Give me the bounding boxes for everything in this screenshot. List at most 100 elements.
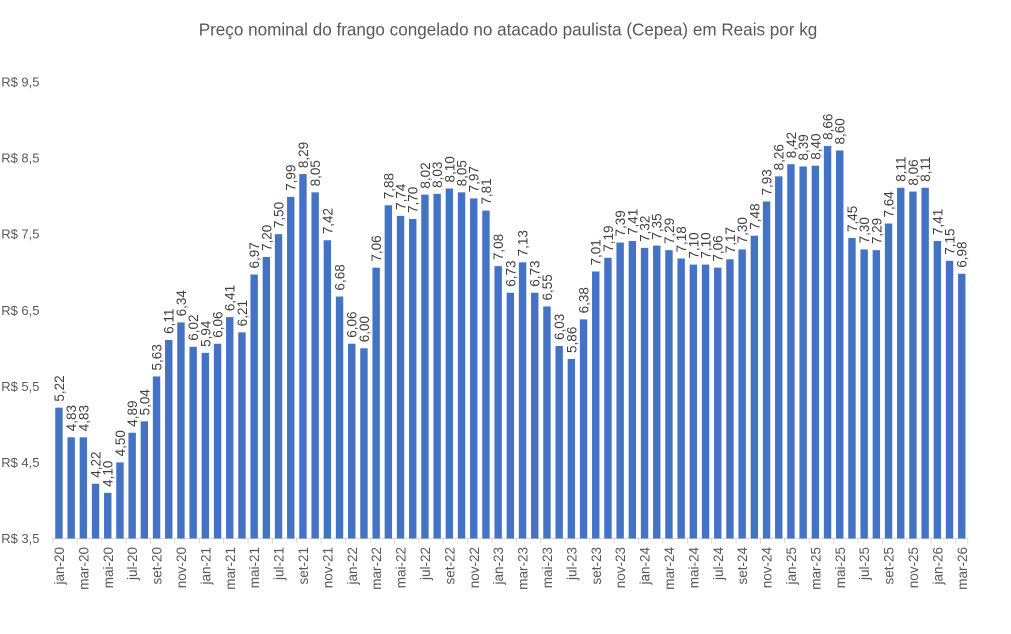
svg-text:7,29: 7,29 xyxy=(869,218,884,244)
svg-text:7,97: 7,97 xyxy=(467,166,482,192)
svg-text:8,26: 8,26 xyxy=(772,144,787,170)
svg-text:7,18: 7,18 xyxy=(674,226,689,252)
svg-text:jul-20: jul-20 xyxy=(125,547,140,581)
svg-text:6,73: 6,73 xyxy=(528,260,543,286)
svg-text:5,86: 5,86 xyxy=(564,327,579,353)
svg-text:4,83: 4,83 xyxy=(76,405,91,431)
svg-text:7,42: 7,42 xyxy=(320,208,335,234)
svg-text:nov-24: nov-24 xyxy=(760,547,775,589)
svg-text:set-20: set-20 xyxy=(150,547,165,585)
svg-text:R$ 7,5: R$ 7,5 xyxy=(1,227,39,242)
svg-text:jan-21: jan-21 xyxy=(198,547,213,586)
svg-text:7,81: 7,81 xyxy=(479,178,494,204)
svg-text:7,30: 7,30 xyxy=(857,217,872,243)
svg-text:6,03: 6,03 xyxy=(552,314,567,340)
svg-text:4,83: 4,83 xyxy=(64,405,79,431)
svg-text:6,06: 6,06 xyxy=(210,311,225,337)
svg-text:mar-23: mar-23 xyxy=(516,547,531,590)
svg-text:6,11: 6,11 xyxy=(162,309,177,334)
svg-text:nov-21: nov-21 xyxy=(320,547,335,588)
svg-text:7,29: 7,29 xyxy=(662,218,677,244)
svg-text:nov-25: nov-25 xyxy=(906,547,921,588)
svg-text:5,94: 5,94 xyxy=(198,320,213,347)
svg-text:6,98: 6,98 xyxy=(955,241,970,267)
svg-text:R$ 6,5: R$ 6,5 xyxy=(1,303,39,318)
svg-text:6,02: 6,02 xyxy=(186,314,201,340)
svg-text:jul-22: jul-22 xyxy=(418,547,433,581)
svg-text:mar-24: mar-24 xyxy=(662,547,677,590)
svg-text:8,03: 8,03 xyxy=(430,162,445,188)
svg-text:7,19: 7,19 xyxy=(601,225,616,251)
svg-text:7,41: 7,41 xyxy=(930,209,945,235)
svg-text:mai-23: mai-23 xyxy=(540,547,555,588)
svg-text:mai-20: mai-20 xyxy=(101,547,116,588)
svg-text:R$ 5,5: R$ 5,5 xyxy=(1,379,39,394)
svg-text:5,04: 5,04 xyxy=(137,389,152,416)
svg-text:jan-20: jan-20 xyxy=(52,547,67,586)
svg-text:jan-25: jan-25 xyxy=(784,547,799,586)
svg-text:6,06: 6,06 xyxy=(345,311,360,337)
svg-text:7,64: 7,64 xyxy=(881,191,896,218)
svg-text:7,10: 7,10 xyxy=(698,232,713,258)
svg-text:7,20: 7,20 xyxy=(259,225,274,251)
svg-text:6,38: 6,38 xyxy=(576,287,591,313)
svg-text:set-22: set-22 xyxy=(442,547,457,585)
svg-text:7,10: 7,10 xyxy=(686,232,701,258)
svg-text:8,29: 8,29 xyxy=(296,142,311,168)
svg-text:8,40: 8,40 xyxy=(808,133,823,159)
svg-text:7,35: 7,35 xyxy=(650,213,665,239)
svg-text:8,42: 8,42 xyxy=(784,132,799,158)
svg-text:7,45: 7,45 xyxy=(845,206,860,232)
svg-text:7,88: 7,88 xyxy=(381,173,396,199)
svg-text:4,89: 4,89 xyxy=(125,400,140,426)
svg-text:7,06: 7,06 xyxy=(369,235,384,261)
svg-text:mai-21: mai-21 xyxy=(247,547,262,588)
svg-text:6,97: 6,97 xyxy=(247,242,262,268)
svg-text:nov-20: nov-20 xyxy=(174,547,189,588)
svg-text:8,66: 8,66 xyxy=(820,114,835,140)
svg-text:set-23: set-23 xyxy=(589,547,604,585)
svg-text:4,22: 4,22 xyxy=(88,451,103,477)
svg-text:jul-25: jul-25 xyxy=(857,547,872,581)
svg-text:8,05: 8,05 xyxy=(454,160,469,186)
svg-text:jan-24: jan-24 xyxy=(638,547,653,586)
svg-text:R$ 4,5: R$ 4,5 xyxy=(1,455,39,470)
svg-text:5,22: 5,22 xyxy=(52,375,67,401)
svg-text:R$ 9,5: R$ 9,5 xyxy=(1,75,39,90)
svg-text:7,93: 7,93 xyxy=(759,169,774,195)
svg-text:7,30: 7,30 xyxy=(735,217,750,243)
svg-text:mai-24: mai-24 xyxy=(686,547,701,589)
svg-text:7,32: 7,32 xyxy=(637,216,652,242)
svg-text:6,73: 6,73 xyxy=(503,260,518,286)
svg-text:4,10: 4,10 xyxy=(101,461,116,487)
svg-text:mai-25: mai-25 xyxy=(833,547,848,588)
svg-text:set-21: set-21 xyxy=(296,547,311,585)
svg-text:6,41: 6,41 xyxy=(223,285,238,311)
svg-text:8,05: 8,05 xyxy=(308,160,323,186)
svg-text:7,01: 7,01 xyxy=(589,239,604,265)
svg-text:Preço nominal do frango congel: Preço nominal do frango congelado no ata… xyxy=(199,21,818,40)
svg-text:4,50: 4,50 xyxy=(113,430,128,456)
svg-text:7,39: 7,39 xyxy=(613,210,628,236)
svg-text:7,41: 7,41 xyxy=(625,209,640,235)
svg-text:7,99: 7,99 xyxy=(284,165,299,191)
svg-text:8,11: 8,11 xyxy=(918,156,933,181)
svg-text:mai-22: mai-22 xyxy=(394,547,409,588)
svg-text:mar-20: mar-20 xyxy=(76,547,91,590)
svg-text:set-25: set-25 xyxy=(882,547,897,585)
svg-text:7,06: 7,06 xyxy=(711,235,726,261)
svg-text:8,11: 8,11 xyxy=(894,156,909,181)
svg-text:8,10: 8,10 xyxy=(442,156,457,182)
svg-text:jan-22: jan-22 xyxy=(345,547,360,586)
svg-text:8,60: 8,60 xyxy=(833,118,848,144)
svg-text:R$ 8,5: R$ 8,5 xyxy=(1,151,39,166)
svg-text:jul-21: jul-21 xyxy=(272,547,287,581)
svg-text:5,63: 5,63 xyxy=(149,344,164,370)
svg-text:mar-25: mar-25 xyxy=(808,547,823,590)
svg-text:7,48: 7,48 xyxy=(747,203,762,229)
svg-text:jan-23: jan-23 xyxy=(491,547,506,586)
svg-text:7,50: 7,50 xyxy=(271,202,286,228)
svg-text:7,70: 7,70 xyxy=(406,187,421,213)
svg-text:7,13: 7,13 xyxy=(515,230,530,256)
svg-text:mar-26: mar-26 xyxy=(955,547,970,590)
